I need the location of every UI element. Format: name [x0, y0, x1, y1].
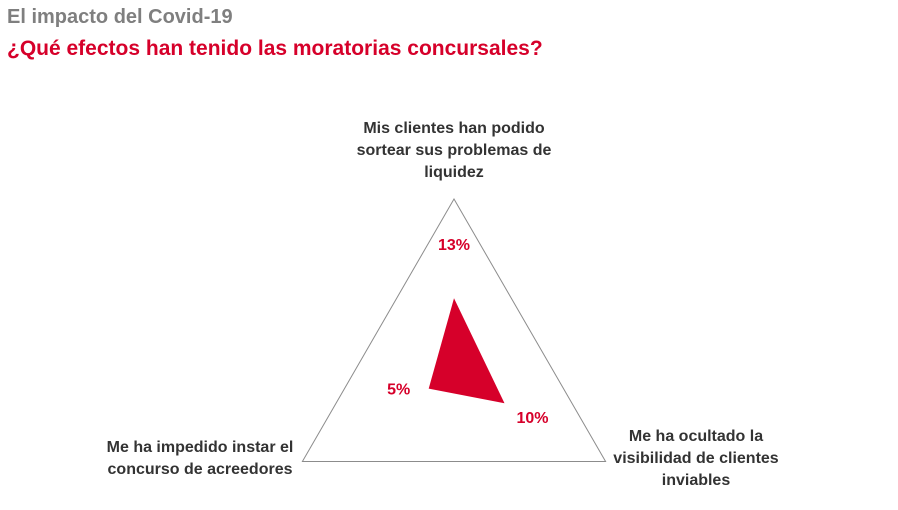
chart-title: El impacto del Covid-19 [7, 6, 233, 28]
axis-label-top: Mis clientes han podido sortear sus prob… [356, 120, 552, 181]
radar-series-area [428, 298, 505, 404]
value-label: 13% [438, 237, 470, 254]
value-label: 10% [516, 410, 548, 427]
axis-label-left: Me ha impedido instar el concurso de acr… [106, 439, 294, 478]
value-label: 5% [387, 382, 410, 399]
radar-frame [301, 198, 607, 462]
chart-subtitle: ¿Qué efectos han tenido las moratorias c… [7, 37, 543, 60]
axis-label-right: Me ha ocultado la visibilidad de cliente… [613, 428, 779, 489]
